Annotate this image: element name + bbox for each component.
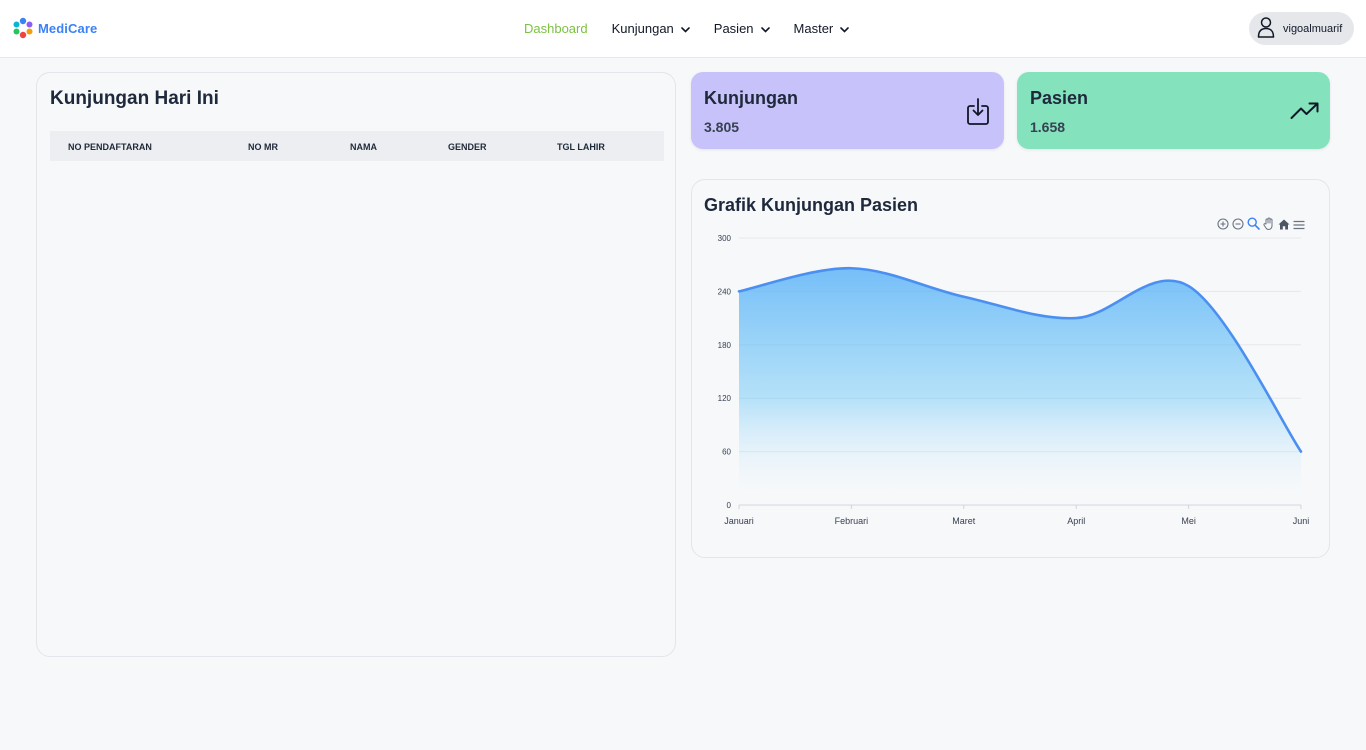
column-header-no-pendaftaran[interactable]: NO PENDAFTARAN	[68, 142, 152, 152]
y-tick-label: 60	[722, 448, 731, 457]
y-tick-label: 240	[718, 287, 732, 296]
x-tick-label: Juni	[1293, 516, 1310, 526]
stat-card-pasien[interactable]: Pasien 1.658	[1017, 72, 1330, 149]
nav-item-label: Dashboard	[524, 21, 588, 36]
x-tick-label: April	[1067, 516, 1085, 526]
nav-item-label: Kunjungan	[611, 21, 674, 36]
stat-label: Pasien	[1030, 88, 1089, 108]
chevron-down-icon	[760, 21, 770, 36]
panel-title: Grafik Kunjungan Pasien	[704, 195, 919, 215]
download-icon	[967, 98, 989, 130]
main-nav: Dashboard Kunjungan Pasien Master	[524, 21, 873, 36]
y-tick-label: 120	[718, 394, 732, 403]
y-tick-label: 300	[718, 234, 732, 243]
column-header-nama[interactable]: NAMA	[350, 142, 377, 152]
x-tick-label: Februari	[835, 516, 869, 526]
nav-item-label: Master	[793, 21, 834, 36]
nav-item-kunjungan[interactable]: Kunjungan	[612, 21, 690, 36]
panel-title: Kunjungan Hari Ini	[50, 88, 219, 109]
column-header-no-mr[interactable]: NO MR	[248, 142, 278, 152]
home-icon[interactable]	[1278, 217, 1290, 235]
y-tick-label: 180	[718, 341, 732, 350]
top-navbar: MediCare Dashboard Kunjungan Pasien Mast…	[0, 0, 1366, 58]
nav-item-label: Pasien	[713, 21, 754, 36]
zoom-in-icon[interactable]	[1217, 217, 1229, 235]
stat-value: 3.805	[704, 119, 740, 135]
medicare-logo-icon	[13, 17, 33, 39]
column-header-tgl-lahir[interactable]: TGL LAHIR	[557, 142, 605, 152]
brand-name: MediCare	[38, 20, 98, 36]
x-tick-label: Mei	[1181, 516, 1196, 526]
area-chart: 0 60 120 180 240 300 Januari Februari Maret April…	[718, 234, 1310, 526]
nav-item-pasien[interactable]: Pasien	[714, 21, 770, 36]
chevron-down-icon	[840, 21, 850, 36]
visits-today-panel: Kunjungan Hari Ini NO PENDAFTARAN NO MR …	[36, 72, 676, 657]
nav-item-master[interactable]: Master	[794, 21, 850, 36]
table-header: NO PENDAFTARAN NO MR NAMA GENDER TGL LAH…	[50, 131, 664, 161]
pan-hand-icon[interactable]	[1263, 217, 1275, 235]
stat-value: 1.658	[1030, 119, 1066, 135]
x-tick-label: Maret	[952, 516, 976, 526]
column-header-gender[interactable]: GENDER	[448, 142, 487, 152]
stat-label: Kunjungan	[704, 88, 798, 108]
menu-icon[interactable]	[1293, 217, 1305, 235]
user-icon	[1257, 16, 1275, 41]
chart-toolbar	[1217, 217, 1308, 235]
search-zoom-icon[interactable]	[1247, 217, 1260, 235]
zoom-out-icon[interactable]	[1232, 217, 1244, 235]
user-menu-button[interactable]: vigoalmuarif	[1249, 12, 1354, 45]
nav-item-dashboard[interactable]: Dashboard	[524, 21, 588, 36]
visits-chart-panel: Grafik Kunjungan Pasien	[691, 179, 1330, 558]
x-tick-label: Januari	[724, 516, 754, 526]
y-tick-label: 0	[727, 501, 732, 510]
trending-up-icon	[1290, 102, 1320, 125]
user-name: vigoalmuarif	[1283, 22, 1343, 35]
area-fill	[739, 268, 1301, 505]
brand-logo[interactable]: MediCare	[12, 17, 97, 39]
stat-card-kunjungan[interactable]: Kunjungan 3.805	[691, 72, 1004, 149]
series-line	[737, 266, 1303, 453]
chevron-down-icon	[680, 21, 690, 36]
